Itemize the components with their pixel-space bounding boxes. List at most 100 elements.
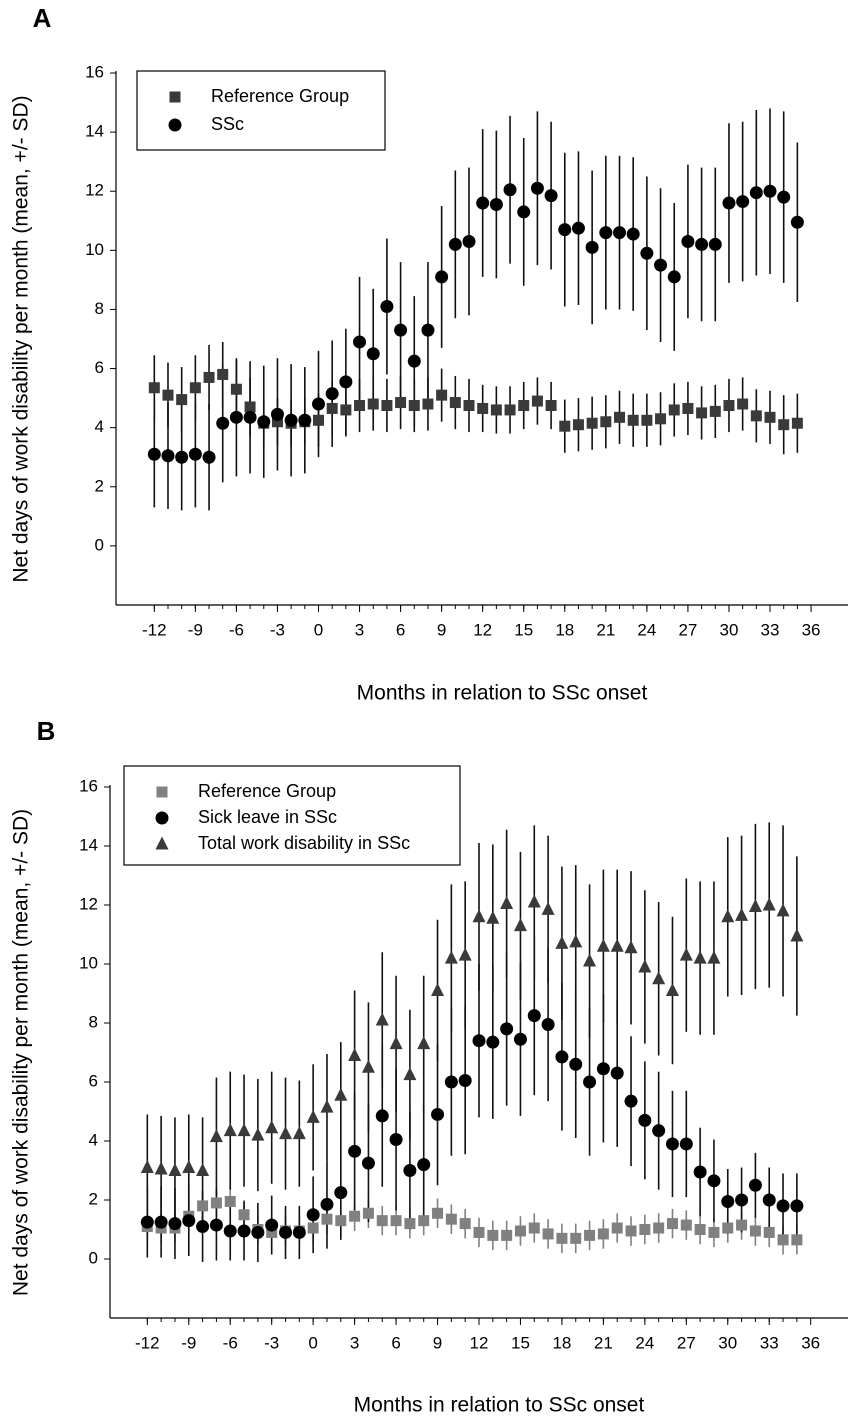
x-tick-label: 36: [801, 1333, 820, 1352]
x-axis-label: Months in relation to SSc onset: [354, 1394, 645, 1417]
circle-marker: [175, 450, 189, 464]
circle-marker: [652, 1124, 666, 1138]
circle-marker: [762, 1193, 776, 1207]
square-marker: [791, 417, 803, 429]
square-marker: [545, 400, 557, 411]
circle-marker: [182, 1214, 196, 1228]
circle-marker: [654, 258, 668, 272]
triangle-marker: [652, 971, 666, 985]
square-marker: [463, 400, 475, 411]
circle-marker: [679, 1137, 693, 1151]
circle-marker: [517, 205, 531, 219]
circle-marker: [229, 410, 243, 424]
legend-marker: [169, 91, 181, 103]
square-marker: [408, 400, 420, 411]
square-marker: [518, 400, 530, 411]
circle-marker: [168, 1217, 182, 1231]
triangle-marker: [596, 938, 610, 952]
circle-marker: [306, 1208, 320, 1222]
square-marker: [694, 1224, 706, 1235]
circle-marker: [555, 1050, 569, 1064]
y-axis-label: Net days of work disability per month (m…: [10, 95, 33, 582]
legend-box: [136, 70, 386, 151]
square-marker: [271, 416, 283, 428]
y-tick-label: 14: [79, 835, 98, 854]
square-marker: [224, 1195, 236, 1207]
square-marker: [764, 411, 776, 423]
x-tick-label: 3: [355, 620, 364, 639]
triangle-marker: [638, 959, 652, 973]
circle-marker: [476, 196, 490, 210]
x-tick-label: 15: [511, 1333, 530, 1352]
circle-marker: [147, 447, 161, 461]
square-marker: [354, 400, 366, 411]
circle-marker: [503, 183, 517, 197]
triangle-marker: [513, 918, 527, 932]
circle-marker: [375, 1109, 389, 1123]
square-marker: [445, 1213, 457, 1225]
circle-marker: [435, 270, 449, 284]
square-marker: [682, 402, 694, 414]
x-tick-label: 12: [470, 1333, 489, 1352]
triangle-marker: [541, 901, 555, 915]
square-marker: [477, 402, 489, 414]
square-marker: [696, 407, 708, 419]
legend-marker: [155, 811, 169, 825]
circle-marker: [722, 196, 736, 210]
square-marker: [340, 404, 352, 416]
square-marker: [763, 1226, 775, 1238]
circle-marker: [735, 1193, 749, 1207]
circle-marker: [353, 335, 367, 349]
circle-marker: [257, 415, 271, 429]
circle-marker: [154, 1215, 168, 1229]
square-marker: [349, 1210, 361, 1222]
square-marker: [749, 1225, 761, 1237]
square-marker: [559, 420, 571, 432]
square-marker: [709, 405, 721, 417]
triangle-marker: [721, 909, 735, 923]
y-tick-label: 10: [79, 953, 98, 972]
square-marker: [266, 1226, 278, 1238]
square-marker: [335, 1215, 347, 1227]
square-marker: [639, 1224, 651, 1235]
triangle-marker: [776, 903, 790, 917]
circle-marker: [638, 1113, 652, 1127]
square-marker: [230, 383, 242, 395]
square-marker: [238, 1209, 250, 1221]
circle-marker: [417, 1158, 431, 1172]
square-marker: [614, 411, 626, 423]
square-marker: [436, 389, 448, 401]
y-tick-label: 4: [89, 1130, 98, 1149]
circle-marker: [530, 181, 544, 195]
circle-marker: [613, 226, 627, 240]
circle-marker: [569, 1057, 583, 1071]
square-marker: [778, 419, 790, 431]
y-tick-label: 16: [85, 62, 104, 81]
y-tick-label: 14: [85, 122, 104, 141]
circle-marker: [380, 299, 394, 313]
y-tick-label: 0: [95, 535, 104, 554]
circle-marker: [558, 223, 572, 237]
circle-marker: [361, 1156, 375, 1170]
legend-label: Total work disability in SSc: [198, 833, 410, 853]
x-tick-label: 3: [350, 1333, 359, 1352]
triangle-marker: [292, 1126, 306, 1140]
x-tick-label: 15: [514, 620, 533, 639]
legend-label: Reference Group: [211, 86, 349, 106]
square-marker: [641, 414, 653, 426]
square-marker: [189, 382, 201, 394]
circle-marker: [161, 449, 175, 463]
x-tick-label: 21: [596, 620, 615, 639]
y-tick-label: 12: [79, 894, 98, 913]
triangle-marker: [417, 1036, 431, 1050]
circle-marker: [448, 237, 462, 251]
circle-marker: [251, 1225, 265, 1239]
y-tick-label: 2: [89, 1189, 98, 1208]
circle-marker: [389, 1133, 403, 1147]
square-marker: [176, 394, 188, 406]
triangle-marker: [403, 1067, 417, 1081]
y-tick-label: 4: [95, 417, 104, 436]
x-tick-label: 12: [473, 620, 492, 639]
circle-marker: [216, 416, 230, 430]
